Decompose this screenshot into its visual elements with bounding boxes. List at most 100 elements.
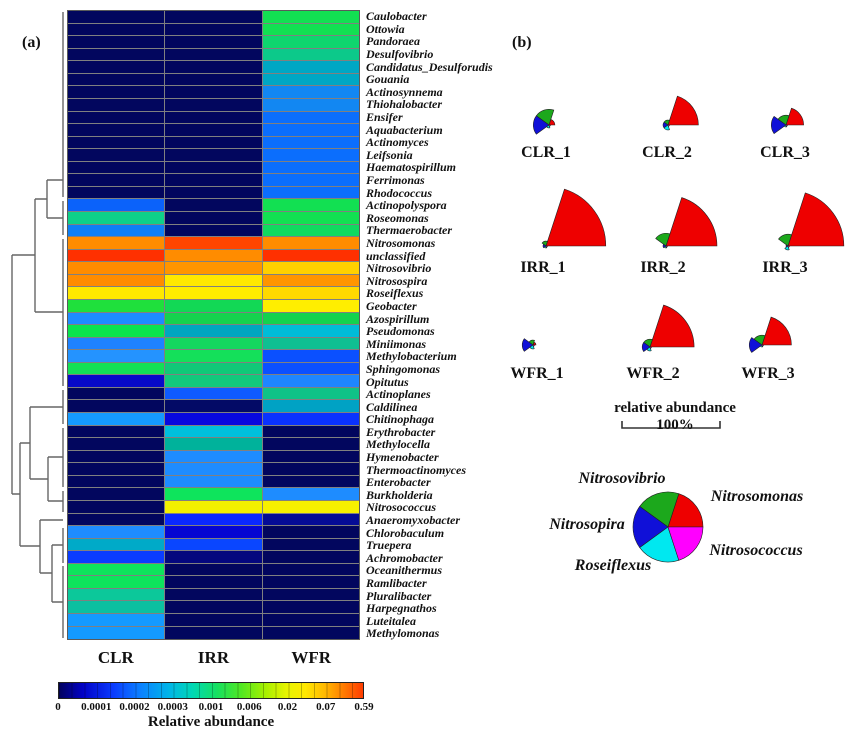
heatmap-row	[68, 362, 359, 376]
fan-sector-Nitrosomonas	[665, 197, 718, 247]
fan-chart-WFR_2	[641, 304, 695, 353]
heatmap-cell-irr-Oceanithermus	[165, 563, 263, 577]
heatmap-cell-clr-Harpegnathos	[68, 601, 166, 614]
dendrogram	[11, 12, 64, 638]
heatmap-cell-clr-Actinopolyspora	[68, 199, 166, 212]
heatmap-row-label: Methylobacterium	[366, 349, 457, 364]
heatmap-row	[68, 136, 359, 150]
heatmap-cell-wfr-Anaeromyxobacter	[262, 513, 359, 527]
heatmap-cell-irr-Harpegnathos	[165, 601, 263, 614]
fan-chart-label: IRR_3	[762, 259, 807, 276]
fan-sector-Nitrosopira	[522, 338, 534, 352]
heatmap-row-label: Gouania	[366, 72, 410, 87]
heatmap-row-label: Desulfovibrio	[366, 47, 434, 62]
heatmap-row-label: Anaeromyxobacter	[366, 513, 460, 528]
heatmap-row	[68, 23, 359, 37]
heatmap-cell-clr-Nitrosomonas	[68, 237, 166, 250]
heatmap-row	[68, 287, 359, 300]
heatmap-cell-clr-Rhodococcus	[68, 186, 166, 200]
heatmap-cell-wfr-Azospirillum	[262, 312, 359, 326]
heatmap-row-label: Methylomonas	[366, 626, 440, 641]
heatmap-cell-irr-Actinosynnema	[165, 86, 263, 99]
heatmap-cell-clr-Miniimonas	[68, 337, 166, 351]
fan-chart-IRR_1	[541, 188, 607, 249]
heatmap-row-label: Truepera	[366, 538, 412, 553]
heatmap-cell-wfr-Nitrosococcus	[262, 500, 359, 514]
heatmap-row-label: Miniimonas	[366, 336, 427, 351]
fan-sector-Nitrosopira	[748, 337, 763, 353]
heatmap-cell-clr-Burkholderia	[68, 488, 166, 501]
heatmap-row	[68, 576, 359, 589]
heatmap-cell-wfr-Opitutus	[262, 375, 359, 388]
heatmap-cell-wfr-Geobacter	[262, 299, 359, 313]
colorbar-tick-label: 0.006	[236, 701, 262, 713]
heatmap-row-label: Luteitalea	[366, 613, 416, 628]
heatmap-cell-clr-Anaeromyxobacter	[68, 513, 166, 527]
heatmap-cell-wfr-Desulfovibrio	[262, 48, 359, 62]
heatmap-row	[68, 299, 359, 313]
heatmap-cell-irr-Pseudomonas	[165, 325, 263, 338]
heatmap-cell-wfr-Oceanithermus	[262, 563, 359, 577]
heatmap-row-label: Thermoactinomyces	[366, 462, 466, 477]
heatmap-row-label: Nitrosospira	[366, 273, 428, 288]
colorbar-tick-label: 0.0002	[119, 701, 150, 713]
column-label-wfr: WFR	[291, 648, 332, 667]
heatmap-cell-irr-Hymenobacter	[165, 450, 263, 464]
heatmap-cell-irr-Nitrosovibrio	[165, 262, 263, 275]
heatmap-row	[68, 86, 359, 99]
colorbar-tick-label: 0.02	[277, 701, 298, 713]
heatmap-cell-irr-Thermaerobacter	[165, 224, 263, 238]
legend-label-nitrosococcus: Nitrosococcus	[709, 542, 803, 559]
heatmap-cell-clr-Candidatus_Desulforudis	[68, 61, 166, 74]
heatmap-row	[68, 73, 359, 87]
legend-pie-slice-Nitrosopira	[632, 506, 669, 548]
heatmap-cell-irr-Desulfovibrio	[165, 48, 263, 62]
fan-sector-Nitrosovibrio	[541, 240, 548, 247]
fan-sector-Nitrosovibrio	[778, 234, 793, 247]
heatmap-cell-irr-Gouania	[165, 73, 263, 87]
heatmap-row-labels: Caulobacter Ottowia Pandoraea Desulfovibrio…	[366, 10, 536, 640]
heatmap-row	[68, 149, 359, 162]
heatmap-row	[68, 212, 359, 225]
heatmap-cell-clr-Methylobacterium	[68, 350, 166, 363]
heatmap-cell-irr-Truepera	[165, 538, 263, 552]
fan-sector-Nitrosomonas	[761, 316, 792, 346]
heatmap-cell-clr-Truepera	[68, 538, 166, 552]
heatmap-row-label: Caldilinea	[366, 399, 418, 414]
fan-sector-Nitrosococcus	[785, 124, 788, 127]
heatmap-cell-irr-Thermoactinomyces	[165, 463, 263, 476]
heatmap-cell-clr-Chitinophaga	[68, 413, 166, 426]
heatmap-cell-irr-Roseiflexus	[165, 287, 263, 300]
heatmap-row	[68, 387, 359, 401]
fan-chart-WFR_3	[748, 316, 792, 353]
heatmap-cell-clr-Erythrobacter	[68, 425, 166, 439]
heatmap-row-label: Actinosynnema	[366, 84, 443, 99]
heatmap-cell-irr-Nitrosococcus	[165, 500, 263, 514]
heatmap-cell-irr-Erythrobacter	[165, 425, 263, 439]
heatmap-row-label: Pandoraea	[366, 34, 420, 49]
heatmap-cell-wfr-Caldilinea	[262, 400, 359, 413]
heatmap-row-label: Thiohalobacter	[366, 97, 443, 112]
fan-chart-label: CLR_1	[521, 144, 571, 161]
legend-label-nitrosovibrio: Nitrosovibrio	[578, 470, 666, 487]
heatmap-cell-irr-unclassified	[165, 249, 263, 263]
heatmap-row-label: Pseudomonas	[366, 324, 435, 339]
heatmap-row-label: Geobacter	[366, 298, 417, 313]
heatmap-row-label: Chitinophaga	[366, 412, 435, 427]
column-label-clr: CLR	[97, 648, 134, 667]
heatmap-row	[68, 161, 359, 175]
fan-scale-bracket	[621, 421, 721, 429]
heatmap-cell-clr-Haematospirillum	[68, 161, 166, 175]
heatmap-row	[68, 614, 359, 627]
fan-chart-label: WFR_2	[626, 365, 679, 382]
panel-b-label: (b)	[512, 34, 532, 51]
fan-chart-label: CLR_2	[642, 144, 692, 161]
heatmap-cell-wfr-Thermaerobacter	[262, 224, 359, 238]
heatmap-row-label: Nitrosovibrio	[366, 261, 432, 276]
heatmap-cell-clr-unclassified	[68, 249, 166, 263]
legend-pie-slice-Nitrosococcus	[667, 526, 704, 561]
heatmap-cell-irr-Caldilinea	[165, 400, 263, 413]
heatmap-cell-irr-Pluralibacter	[165, 588, 263, 602]
fan-chart-CLR_1	[533, 109, 556, 135]
colorbar-tick-label: 0.59	[354, 701, 374, 713]
